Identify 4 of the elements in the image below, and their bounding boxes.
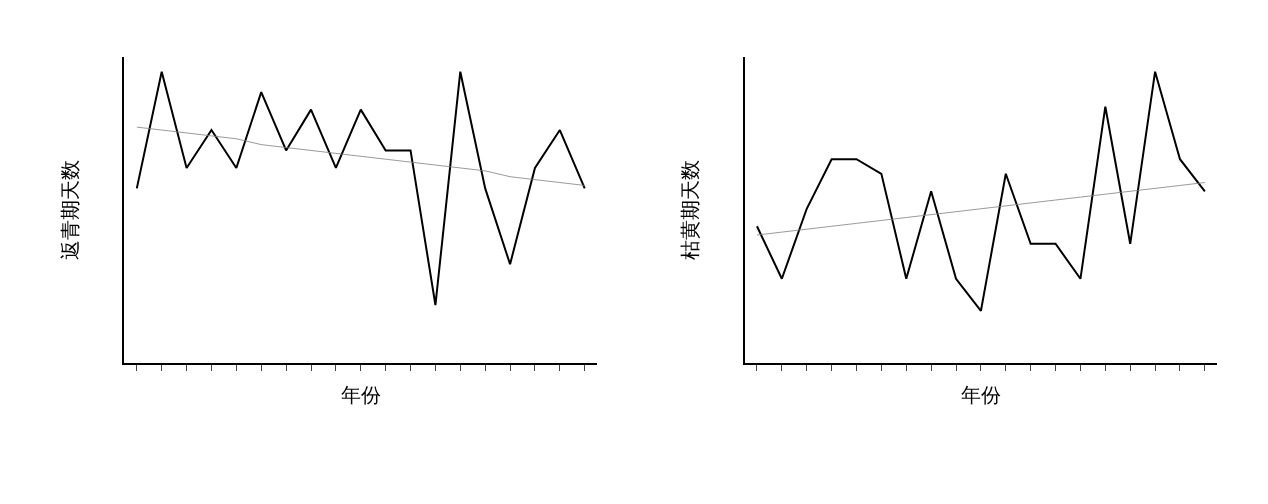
y-axis-title: 返青期天数 <box>57 160 82 261</box>
x-axis-title: 年份 <box>340 382 381 407</box>
y-axis-title: 枯黄期天数 <box>677 160 702 261</box>
x-axis-title: 年份 <box>960 382 1001 407</box>
